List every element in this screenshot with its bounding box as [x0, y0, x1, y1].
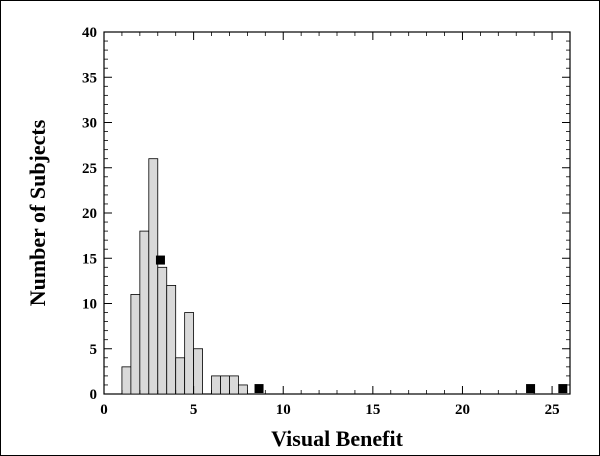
x-axis-ticks: 0 5 10 15 20 25: [100, 32, 571, 418]
y-tick-label: 25: [82, 161, 97, 177]
histogram-bar: [211, 375, 221, 395]
histogram-bar: [166, 284, 177, 395]
histogram-bar: [139, 230, 150, 395]
marker-point: [155, 255, 165, 265]
histogram-bar: [193, 348, 203, 395]
marker-point: [254, 384, 264, 394]
x-tick-label: 10: [276, 402, 291, 418]
y-tick-label: 30: [82, 116, 97, 132]
y-tick-label: 40: [82, 25, 97, 41]
y-axis-title: Number of Subjects: [25, 119, 50, 306]
y-tick-label: 0: [90, 387, 98, 403]
y-tick-label: 20: [82, 206, 97, 222]
y-tick-label: 5: [90, 342, 98, 358]
x-axis-title: Visual Benefit: [271, 426, 403, 451]
histogram-bar: [121, 366, 132, 395]
marker-point: [558, 384, 568, 394]
x-tick-label: 25: [545, 402, 560, 418]
histogram-bar: [238, 384, 248, 395]
histogram-bar: [130, 294, 141, 395]
histogram-bars: [121, 158, 248, 395]
marker-points: [155, 255, 568, 394]
x-tick-label: 20: [455, 402, 470, 418]
histogram-bar: [175, 357, 186, 395]
marker-point: [526, 384, 536, 394]
histogram-bar: [184, 312, 195, 395]
y-tick-label: 10: [82, 297, 97, 313]
histogram-bar: [148, 158, 159, 395]
y-axis-ticks: 0 5 10 15 20 25 30 35 40: [82, 25, 570, 403]
y-tick-label: 35: [82, 70, 97, 86]
x-tick-label: 15: [365, 402, 380, 418]
x-tick-label: 0: [100, 402, 108, 418]
plot-area: [103, 31, 571, 395]
x-tick-label: 5: [190, 402, 198, 418]
histogram-bar: [220, 375, 230, 395]
histogram-bar: [157, 266, 168, 395]
y-tick-label: 15: [82, 251, 97, 267]
histogram-bar: [229, 375, 239, 395]
